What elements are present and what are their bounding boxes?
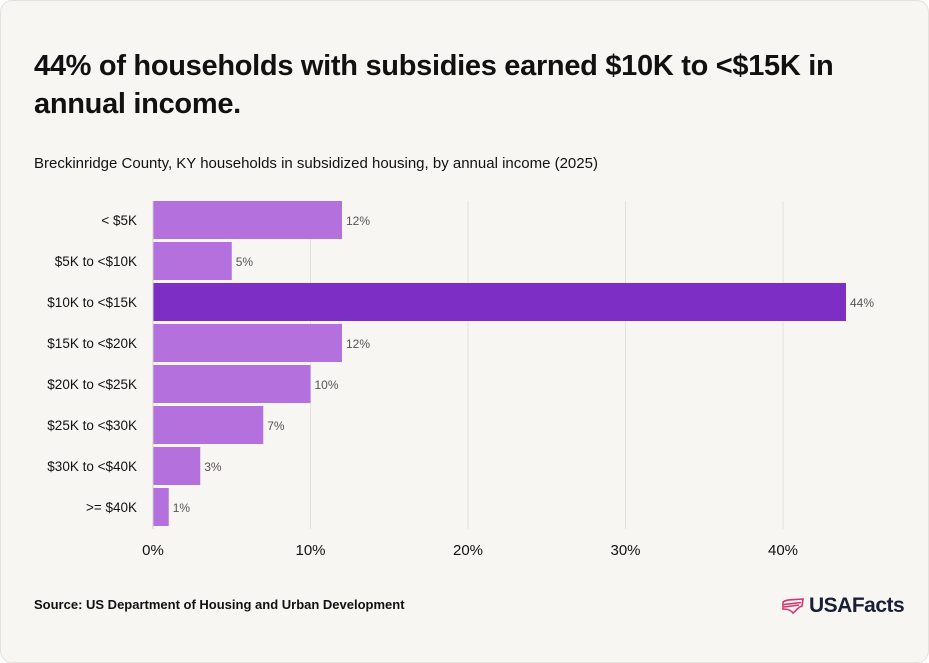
category-label: $30K to <$40K	[47, 459, 137, 474]
bar	[153, 365, 311, 403]
value-label: 7%	[267, 419, 285, 433]
bar	[153, 488, 169, 526]
chart-subtitle: Breckinridge County, KY households in su…	[34, 155, 598, 172]
bar	[153, 447, 201, 485]
x-tick-label: 30%	[610, 542, 640, 559]
value-label: 5%	[236, 255, 254, 269]
us-map-flag-icon	[782, 598, 804, 615]
category-label: $5K to <$10K	[55, 254, 137, 269]
bar	[153, 242, 232, 280]
bar	[153, 406, 264, 444]
bar	[153, 201, 342, 239]
bar-chart: 0% 10% 20% 30% 40% < $5K 12% $5K to <$10K 5% $10K…	[47, 201, 874, 559]
x-tick-label: 0%	[142, 542, 164, 559]
value-label: 44%	[850, 296, 874, 310]
value-label: 12%	[346, 214, 370, 228]
x-tick-label: 10%	[295, 542, 325, 559]
value-label: 3%	[204, 460, 222, 474]
category-label: $15K to <$20K	[47, 336, 137, 351]
category-label: $25K to <$30K	[47, 418, 137, 433]
brand-name: USAFacts	[809, 594, 905, 617]
category-label: $10K to <$15K	[47, 295, 137, 310]
value-label: 12%	[346, 337, 370, 351]
category-label: >= $40K	[86, 500, 137, 515]
bar	[153, 283, 846, 321]
value-label: 10%	[315, 378, 339, 392]
x-tick-label: 20%	[453, 542, 483, 559]
chart-title: 44% of households with subsidies earned …	[34, 50, 834, 120]
category-label: < $5K	[101, 213, 137, 228]
bar	[153, 324, 342, 362]
category-label: $20K to <$25K	[47, 377, 137, 392]
source-note: Source: US Department of Housing and Urb…	[34, 597, 405, 612]
x-tick-label: 40%	[768, 542, 798, 559]
value-label: 1%	[173, 501, 191, 515]
usafacts-logo: USAFacts	[781, 592, 905, 620]
